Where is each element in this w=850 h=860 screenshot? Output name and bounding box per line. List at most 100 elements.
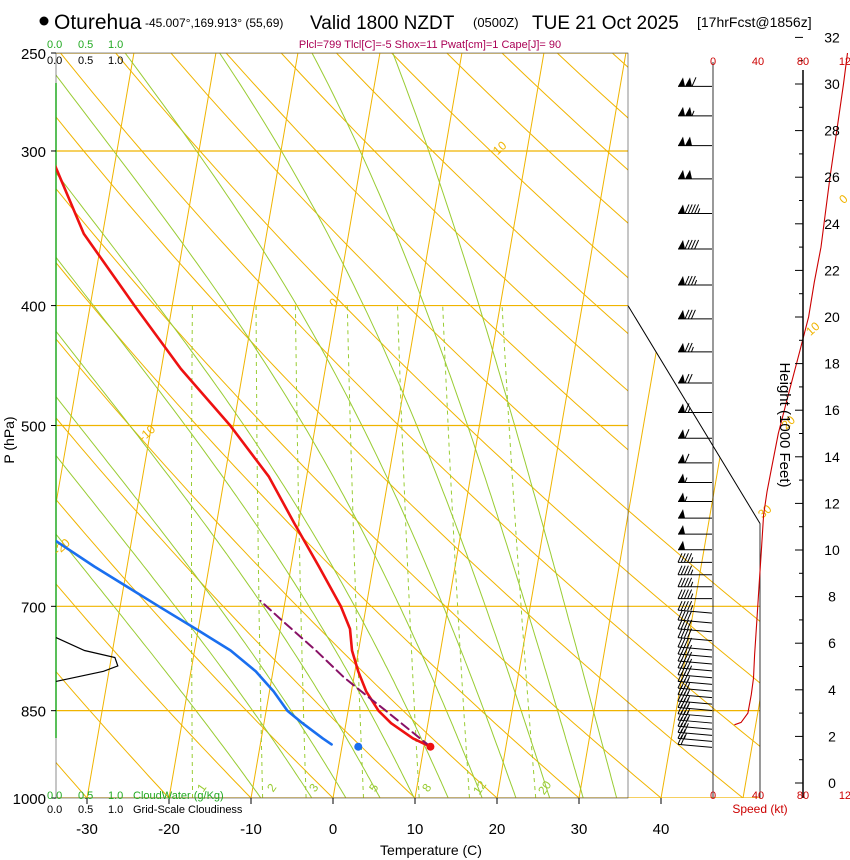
barb-full [684,453,690,464]
barb-full [680,619,686,630]
speed-tick: 40 [752,790,764,802]
barb-full [687,658,693,669]
height-tick-label: 0 [828,775,836,791]
barb-pennant [678,276,685,286]
cloudiness-tick: 0.0 [47,804,62,816]
barb-full [677,619,683,630]
barb-full [687,589,693,599]
barb-pennant [678,239,685,249]
barb-full [680,553,686,563]
barb-full [680,610,686,621]
barb-full [687,342,693,353]
speed-tick: 120 [839,56,850,68]
wind-barb [678,309,712,320]
wind-barb [678,509,712,519]
speed-tick: 120 [839,790,850,802]
barb-staff [677,653,713,658]
wind-barb [677,644,713,658]
valid-date: TUE 21 Oct 2025 [532,13,679,34]
barb-full [687,275,693,286]
height-tick-label: 24 [824,216,840,232]
barb-pennant [678,525,685,535]
dry-adiabat-ext [628,769,662,798]
barb-staff [677,646,713,651]
barb-staff [677,667,713,672]
barb-half [694,279,698,286]
wind-barb [677,589,712,600]
cloudiness-tick: 0.5 [78,55,93,67]
barb-staff [677,609,713,614]
barb-pennant [678,374,685,384]
temperature-line [56,164,432,748]
barb-pennant [678,492,685,502]
cloudwater-tick: 0.0 [47,39,62,51]
height-tick-label: 22 [824,262,840,278]
p-tick-label: 700 [21,599,46,616]
barb-full [690,204,696,214]
speed-tick: 0 [710,790,716,802]
speed-tick: 40 [752,56,764,68]
height-tick-label: 30 [824,76,840,92]
barb-half [687,714,691,721]
barb-full [690,239,696,250]
x-tick-label: 0 [329,821,337,838]
barb-staff [677,713,713,718]
isotherm-line [414,53,545,798]
location-name: Oturehua [54,11,142,34]
indices-line: Plcl=799 Tlcl[C]=-5 Shox=11 Pwat[cm]=1 C… [299,39,561,51]
barb-half [687,708,691,714]
barb-pennant [678,342,685,352]
barb-staff [677,687,713,692]
moist-adiabat [56,533,262,798]
speed-tick: 80 [797,56,809,68]
speed-label: Speed (kt) [732,802,787,816]
height-tick-label: 6 [828,635,836,651]
barb-full [680,589,686,599]
barb-full [683,553,689,563]
barb-full [687,577,693,587]
barb-pennant [678,106,685,116]
speed-tick: 80 [797,790,809,802]
cloudwater-scale-top: 0.0 0.5 1.0 0.0 0.5 1.0 [47,39,123,67]
dry-adiabat [280,53,628,392]
barb-full [683,619,689,630]
p-tick-label: 400 [21,299,46,316]
cloudwater-tick: 0.5 [78,39,93,51]
dry-adiabat [56,498,334,798]
barb-full [680,600,686,611]
barb-half [691,110,695,117]
height-tick-label: 32 [824,29,840,45]
location-coords: -45.007°,169.913° (55,69) [145,16,283,30]
barb-full [687,637,693,648]
wind-barb [678,275,712,286]
isotherm-line [578,512,628,798]
barb-full [684,275,690,286]
wind-panel-lines [628,53,760,798]
cloudwater-scale-bottom: 0.0 0.5 1.0 CloudWater (g/Kg) 0.0 0.5 1.… [47,790,243,816]
barb-pennant [678,77,685,87]
barb-full [683,610,689,621]
dry-adiabat-ext [628,571,760,684]
moist-adiabat [56,172,449,798]
barb-half [687,702,691,708]
barb-staff [677,637,713,642]
height-tick-label: 12 [824,495,840,511]
isotherm-label: 0 [836,192,850,207]
barb-half [687,407,691,413]
dry-adiabat [59,53,628,638]
barb-pennant [678,136,685,146]
cloudwater-label: CloudWater (g/Kg) [133,790,224,802]
dewpoint-line [56,539,333,746]
dry-adiabat [56,670,170,798]
barb-pennant [685,169,692,179]
cloudwater-tick: 1.0 [108,39,123,51]
dry-adiabat [56,417,416,798]
moist-adiabat [56,395,347,798]
isotherm-line [250,53,381,798]
wind-barb [677,698,713,711]
dry-adiabat-ext [628,509,760,623]
barb-full [684,309,690,320]
sounding-profiles [56,164,435,751]
panel-mask [628,53,760,524]
